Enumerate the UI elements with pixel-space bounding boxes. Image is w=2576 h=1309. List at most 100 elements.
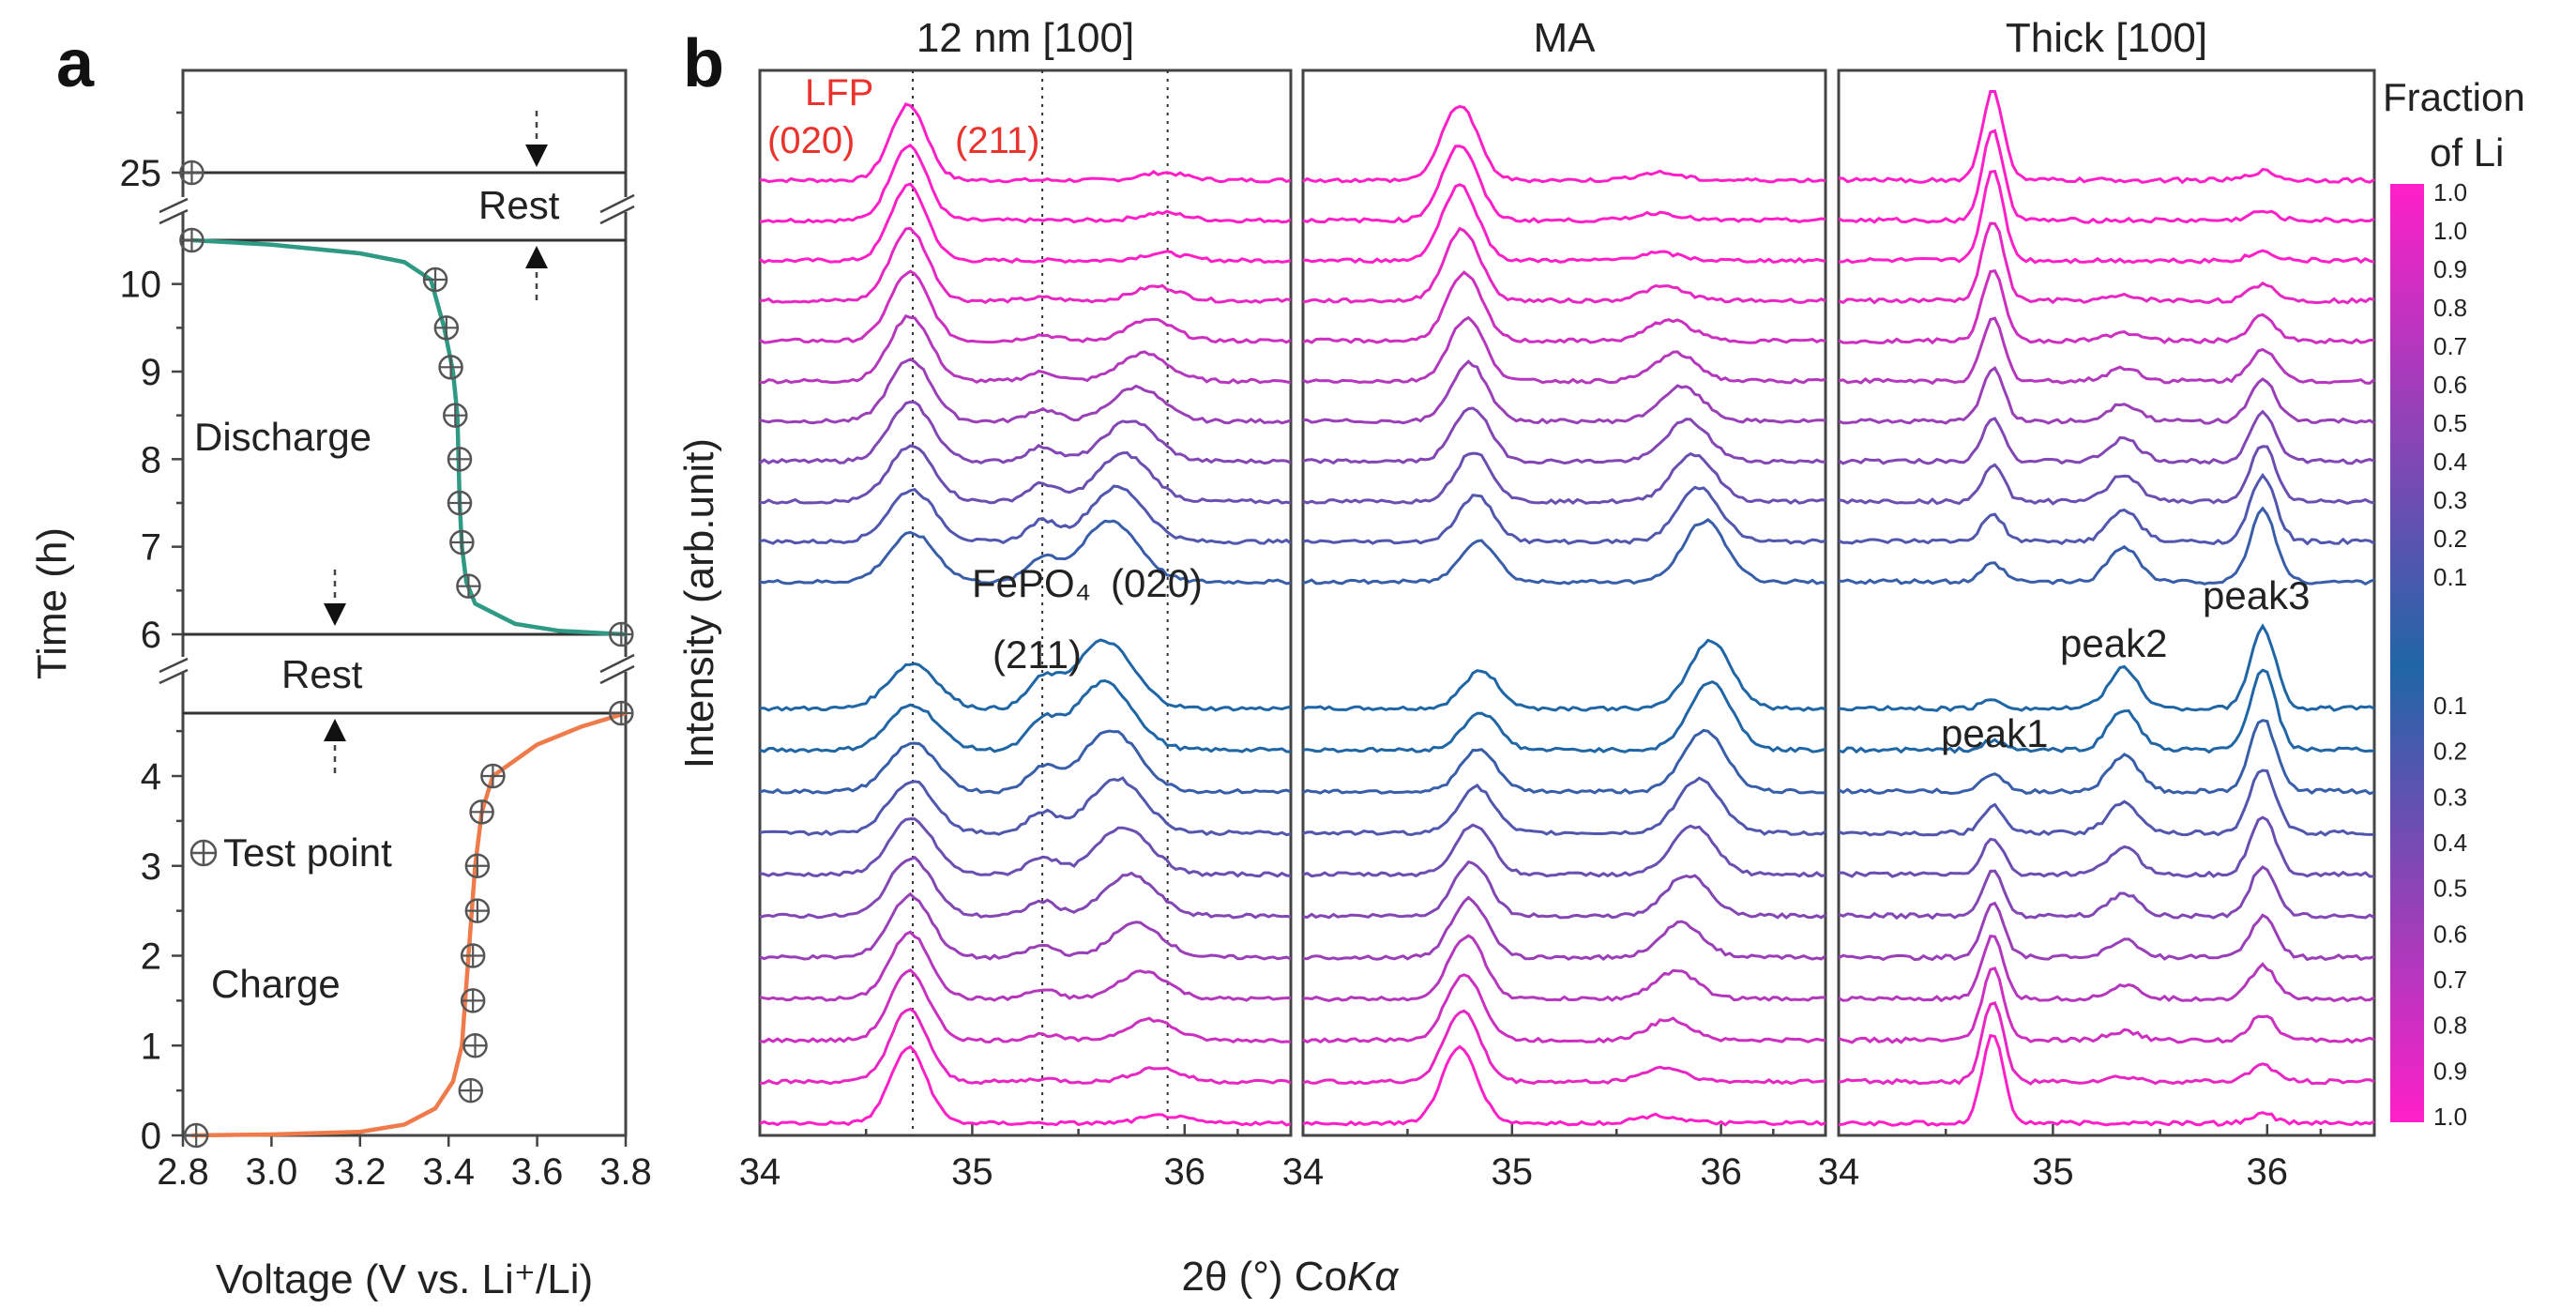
axis-break-lower — [159, 653, 642, 685]
panel-b-xtick-label: 35 — [951, 1151, 993, 1193]
xrd-trace — [759, 930, 1292, 1002]
colorbar-tick-label: 0.4 — [2433, 448, 2467, 476]
xrd-trace — [759, 400, 1292, 465]
rest-arrow-up-top — [525, 246, 548, 306]
xrd-trace — [1838, 316, 2375, 386]
panel-a-ytick-label: 7 — [141, 527, 161, 569]
test-point-marker — [179, 227, 205, 253]
panel-a-chart: 2.8 3.0 3.2 3.4 3.6 3.8 0 1 2 3 4 6 7 8 9 10 25 Rest Res… — [29, 68, 652, 1302]
test-point-marker — [433, 315, 460, 341]
subpanel-frame — [1837, 68, 2376, 1137]
panel-a-ytick-label: 6 — [141, 615, 161, 656]
panel-b-label: b — [683, 26, 724, 101]
xrd-trace — [1838, 269, 2375, 345]
panel-b-xlabel-main: 2θ (°) Co — [1182, 1254, 1348, 1300]
test-point-label: Test point — [223, 830, 392, 875]
xrd-trace — [759, 269, 1292, 344]
rest-arrow-up-bottom — [324, 719, 346, 779]
test-point-marker — [183, 1122, 209, 1149]
colorbar-tick-label: 0.7 — [2433, 966, 2467, 994]
colorbar-tick-label: 0.4 — [2433, 829, 2467, 857]
xrd-trace — [1838, 366, 2375, 425]
test-point-marker — [460, 943, 486, 968]
panel-a-xtick-label: 3.4 — [422, 1151, 475, 1193]
test-point-marker — [469, 799, 494, 825]
panel-a-ytick-label: 2 — [141, 936, 161, 978]
colorbar-labels: 1.0 1.0 0.9 0.8 0.7 0.6 0.5 0.4 0.3 0.2 0.1 0.1 0.2 0… — [2433, 178, 2467, 1131]
colorbar-tick-label: 0.3 — [2433, 486, 2467, 514]
colorbar-tick-label: 0.2 — [2433, 738, 2467, 766]
xrd-trace — [1302, 226, 1826, 304]
subpanel-title: Thick [100] — [2006, 15, 2207, 61]
xrd-trace — [759, 967, 1292, 1044]
xrd-trace — [759, 1044, 1292, 1127]
xrd-trace — [1838, 90, 2375, 185]
peak2-label: peak2 — [2060, 621, 2167, 665]
xrd-trace — [1302, 1009, 1826, 1086]
test-point-marker — [609, 621, 634, 647]
xrd-trace — [759, 1007, 1292, 1086]
panel-a-label: a — [56, 26, 95, 101]
xrd-trace — [1838, 815, 2375, 878]
xrd-trace — [1838, 623, 2375, 712]
panel-a-ytick-label: 8 — [141, 439, 161, 480]
panel-b-ylabel: Intensity (arb.unit) — [676, 438, 722, 769]
test-point-marker — [422, 266, 448, 293]
colorbar-tick-label: 0.8 — [2433, 294, 2467, 322]
xrd-trace — [1838, 472, 2375, 546]
axis-break-upper — [159, 193, 642, 225]
xrd-trace — [759, 856, 1292, 920]
test-point-marker — [447, 447, 473, 472]
xrd-trace — [1838, 506, 2375, 586]
xrd-trace — [1838, 169, 2375, 265]
xrd-trace — [1302, 451, 1826, 506]
test-point-marker — [443, 403, 468, 428]
panel-b-xtick-label: 34 — [739, 1151, 781, 1193]
test-point-marker — [609, 700, 634, 726]
panel-a-ytick-label: 25 — [120, 153, 162, 194]
xrd-trace — [1302, 1044, 1826, 1127]
panel-a-ytick-label: 10 — [120, 265, 162, 306]
colorbar-gradient — [2390, 184, 2424, 1122]
test-points — [179, 160, 634, 1149]
panel-b-xtick-label: 34 — [1818, 1151, 1860, 1193]
test-point-marker — [458, 1077, 484, 1104]
fepo4-020-label: (020) — [1111, 561, 1203, 605]
xrd-trace — [1302, 728, 1826, 795]
panel-a-frame — [181, 68, 628, 1137]
xrd-trace — [1838, 221, 2375, 305]
test-point-marker — [460, 988, 486, 1013]
panel-a-xtick-label: 3.2 — [334, 1151, 386, 1193]
panel-a-ytick-label: 1 — [141, 1026, 161, 1067]
test-point-marker — [464, 898, 491, 923]
subpanel-title: MA — [1534, 15, 1597, 61]
xrd-trace — [759, 314, 1292, 385]
xrd-trace — [1302, 776, 1826, 837]
panel-b-subpanels: 12 nm [100] 34 35 36 MA 34 35 36 Thick [100] 34 35… — [739, 15, 2376, 1193]
colorbar-tick-label: 0.5 — [2433, 409, 2467, 437]
xrd-trace — [1838, 129, 2375, 224]
xrd-trace — [1838, 1001, 2375, 1086]
xrd-trace — [760, 226, 1292, 305]
lfp-211-label: (211) — [955, 120, 1039, 161]
xrd-trace — [759, 102, 1292, 184]
colorbar-tick-label: 1.0 — [2433, 217, 2467, 245]
xrd-trace — [1302, 315, 1826, 385]
colorbar-tick-label: 0.6 — [2433, 371, 2467, 399]
panel-a-xtick-label: 2.8 — [157, 1151, 209, 1193]
panel-b-chart: Intensity (arb.unit) 12 nm [100]34 35 36MA… — [676, 15, 2525, 1300]
fepo4-211-label: (211) — [993, 632, 1082, 677]
rest-label-lower: Rest — [281, 652, 363, 696]
panel-a-ytick-label: 3 — [141, 846, 161, 888]
test-point-marker — [438, 355, 463, 380]
xrd-trace — [1302, 518, 1826, 586]
charge-curve — [191, 710, 627, 1138]
test-point-marker — [449, 529, 475, 556]
xrd-trace — [759, 143, 1292, 224]
xrd-trace — [1838, 769, 2375, 837]
subpanel-frame — [758, 68, 1293, 1137]
xrd-trace — [1838, 967, 2375, 1044]
xrd-trace — [1302, 679, 1826, 753]
panel-a-xlabel: Voltage (V vs. Li⁺/Li) — [216, 1256, 593, 1302]
xrd-trace — [1302, 485, 1826, 545]
